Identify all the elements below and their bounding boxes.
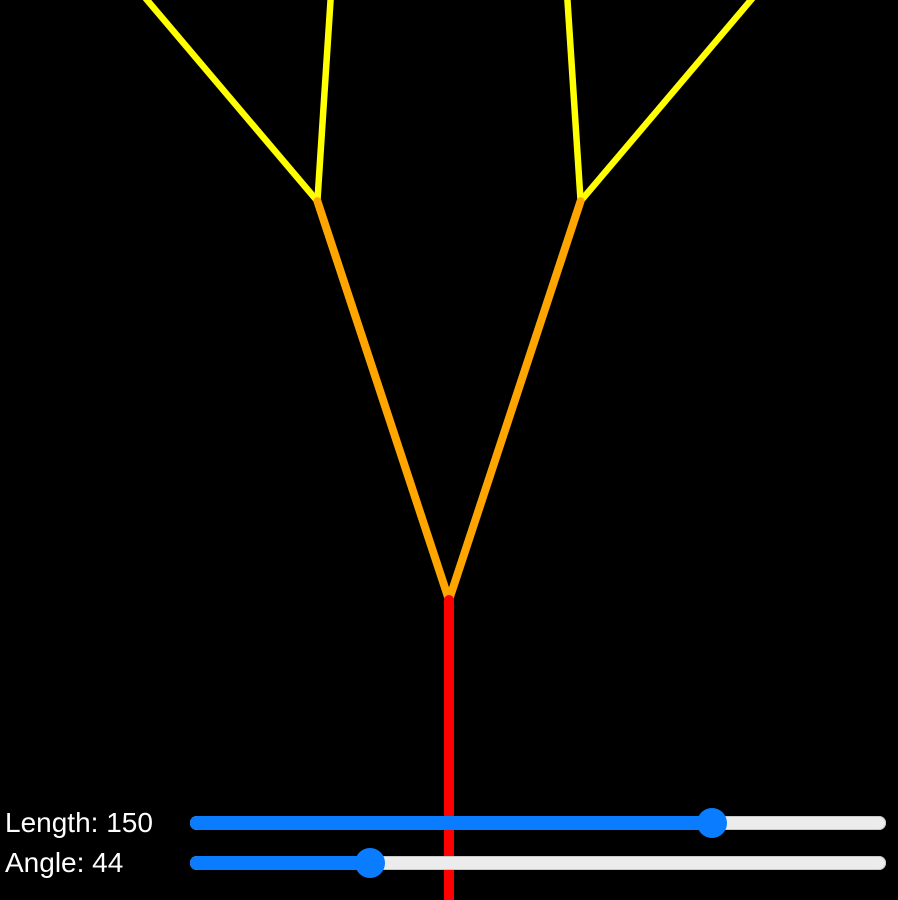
angle-label: Angle: 44 <box>5 847 124 878</box>
branch-level-10 <box>0 0 898 31</box>
length-slider-fill <box>190 816 712 830</box>
branch-level-8 <box>0 0 898 3</box>
tree-branch <box>564 0 584 205</box>
tree-branch <box>577 0 756 205</box>
tree-branch <box>142 0 321 205</box>
length-slider[interactable] <box>190 808 886 838</box>
length-label: Length: 150 <box>5 807 153 838</box>
branch-level-2 <box>142 0 756 205</box>
branch-level-9 <box>0 0 898 20</box>
length-control: Length: 150 <box>0 805 898 841</box>
angle-slider[interactable] <box>190 848 886 878</box>
angle-control: Angle: 44 <box>0 845 898 881</box>
tree-branch <box>314 0 334 205</box>
angle-slider-thumb[interactable] <box>355 848 386 878</box>
tree-branch <box>445 197 585 604</box>
length-slider-thumb[interactable] <box>697 808 727 838</box>
branch-level-1 <box>313 197 585 604</box>
tree-branch <box>313 197 453 604</box>
angle-slider-fill <box>190 856 371 870</box>
